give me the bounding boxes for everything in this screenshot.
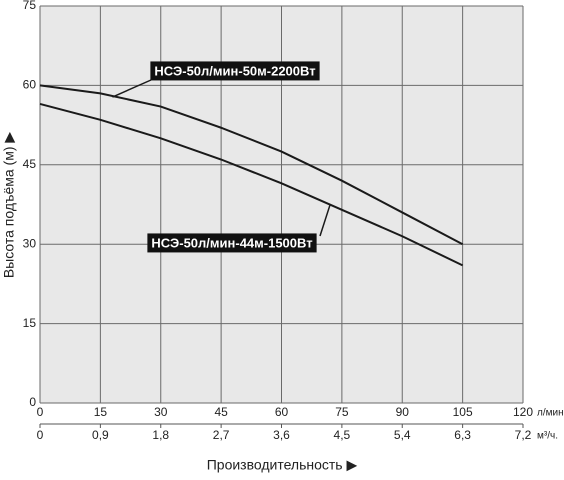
series-line	[39, 84, 464, 246]
legend-text: НСЭ-50л/мин-50м-2200Вт	[154, 63, 315, 78]
x-axis-label: Производительность ▶	[207, 457, 358, 473]
x2-tick-label: 7,2	[515, 428, 532, 442]
legend-label: НСЭ-50л/мин-44м-1500Вт	[147, 233, 317, 253]
leader-line	[319, 205, 331, 237]
x2-tick-label: 6,3	[454, 428, 471, 442]
x-tick-label: 90	[396, 405, 410, 419]
x-tick-label: 75	[335, 405, 349, 419]
y-tick-label: 0	[29, 395, 36, 409]
x2-unit: м³/ч.	[537, 431, 558, 442]
y-tick-label: 60	[23, 78, 37, 92]
x2-tick-label: 4,5	[334, 428, 351, 442]
legend-label: НСЭ-50л/мин-50м-2200Вт	[150, 61, 320, 81]
x-tick-label: 105	[453, 405, 473, 419]
legend-text: НСЭ-50л/мин-44м-1500Вт	[151, 235, 312, 250]
x-tick-label: 0	[37, 405, 44, 419]
x-tick-label: 15	[94, 405, 108, 419]
y-tick-label: 75	[23, 0, 37, 12]
y-axis-label: Высота подъёма (м) ▶	[1, 132, 17, 279]
x2-tick-label: 0,9	[92, 428, 109, 442]
series-line	[39, 102, 464, 267]
y-tick-label: 30	[23, 236, 37, 250]
x-tick-label: 120	[513, 405, 533, 419]
leader-line	[112, 79, 152, 98]
x2-tick-label: 0	[37, 428, 44, 442]
x2-tick-label: 2,7	[213, 428, 230, 442]
x2-tick-label: 5,4	[394, 428, 411, 442]
x-tick-label: 30	[154, 405, 168, 419]
x-unit: л/мин.	[537, 408, 564, 419]
x-tick-label: 60	[275, 405, 289, 419]
y-tick-label: 15	[23, 316, 37, 330]
x2-tick-label: 3,6	[273, 428, 290, 442]
x2-tick-label: 1,8	[152, 428, 169, 442]
x-tick-label: 45	[214, 405, 228, 419]
y-tick-label: 45	[23, 157, 37, 171]
legend-box	[147, 233, 317, 253]
legend-box	[150, 61, 320, 81]
